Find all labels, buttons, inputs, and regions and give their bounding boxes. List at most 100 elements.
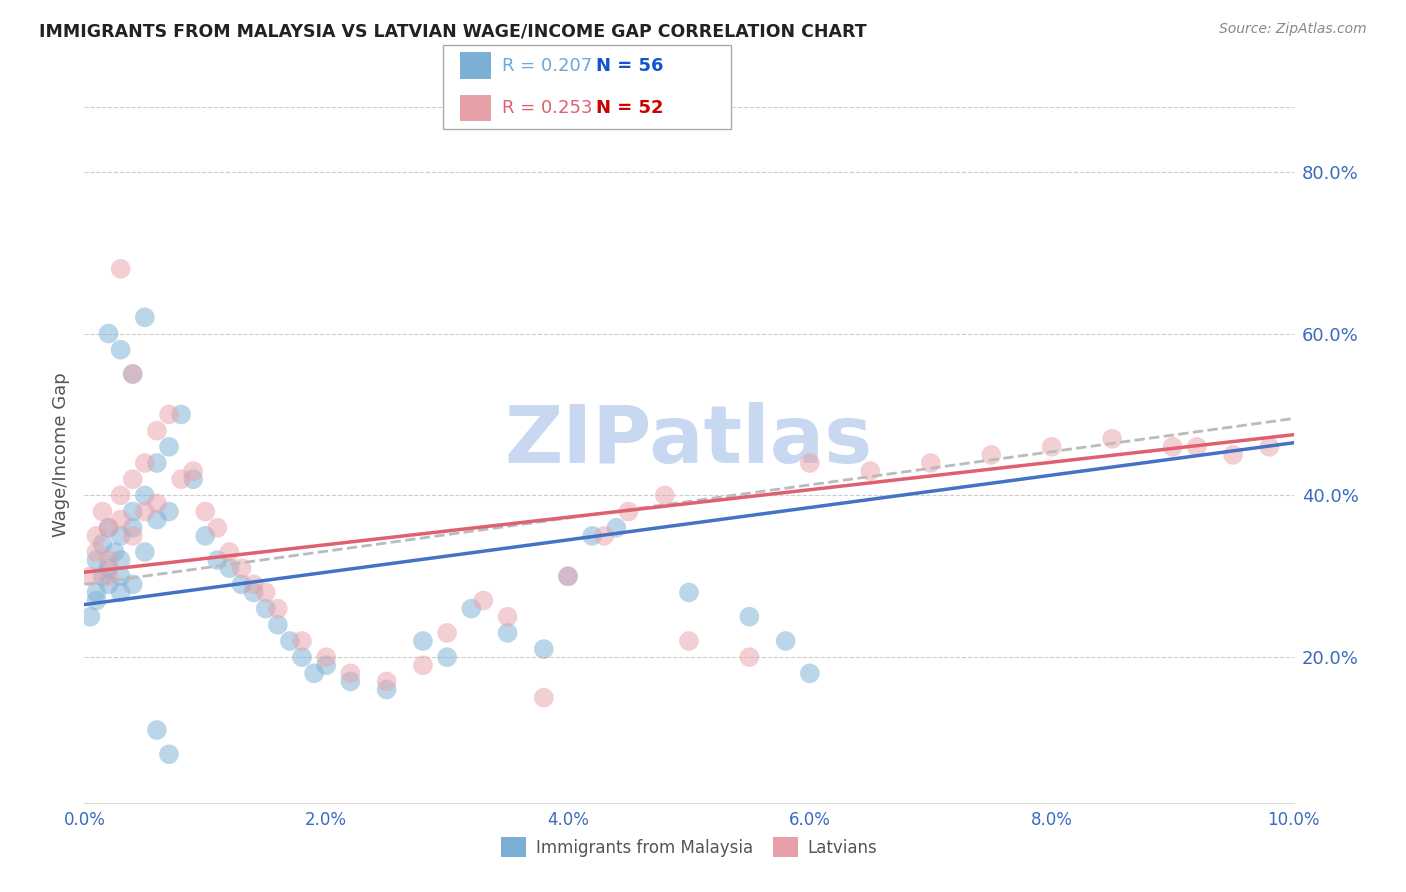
Point xyxy=(799,456,821,470)
Point xyxy=(86,553,108,567)
Point xyxy=(267,601,290,615)
Point xyxy=(436,626,458,640)
Point xyxy=(110,261,132,276)
Text: N = 56: N = 56 xyxy=(596,57,664,75)
Point xyxy=(920,456,942,470)
Point xyxy=(110,488,132,502)
Point xyxy=(242,577,264,591)
Point xyxy=(110,513,132,527)
Point xyxy=(1222,448,1244,462)
Point xyxy=(302,666,325,681)
Point xyxy=(557,569,579,583)
Point xyxy=(218,545,240,559)
Point xyxy=(1101,432,1123,446)
Point xyxy=(799,666,821,681)
Point xyxy=(134,488,156,502)
Point xyxy=(157,747,180,762)
Point xyxy=(79,609,101,624)
Point xyxy=(86,545,108,559)
Text: R = 0.207: R = 0.207 xyxy=(502,57,592,75)
Point xyxy=(91,537,114,551)
Point xyxy=(121,577,143,591)
Point xyxy=(121,367,143,381)
Point xyxy=(254,585,277,599)
Point xyxy=(1040,440,1063,454)
Point xyxy=(97,569,120,583)
Point xyxy=(738,650,761,665)
Point xyxy=(775,634,797,648)
Point xyxy=(207,521,229,535)
Point xyxy=(412,658,434,673)
Point xyxy=(617,504,640,518)
Point xyxy=(157,504,180,518)
Point xyxy=(146,424,169,438)
Point xyxy=(97,521,120,535)
Point xyxy=(472,593,495,607)
Point xyxy=(110,585,132,599)
Point xyxy=(97,326,120,341)
Text: Source: ZipAtlas.com: Source: ZipAtlas.com xyxy=(1219,22,1367,37)
Text: ZIPatlas: ZIPatlas xyxy=(505,402,873,480)
Point xyxy=(278,634,301,648)
Point xyxy=(91,569,114,583)
Legend: Immigrants from Malaysia, Latvians: Immigrants from Malaysia, Latvians xyxy=(494,830,884,864)
Point xyxy=(460,601,482,615)
Point xyxy=(121,472,143,486)
Point xyxy=(121,529,143,543)
Point xyxy=(291,634,314,648)
Point xyxy=(157,440,180,454)
Point xyxy=(146,456,169,470)
Point xyxy=(581,529,603,543)
Point xyxy=(533,642,555,657)
Point xyxy=(146,513,169,527)
Point xyxy=(134,310,156,325)
Point xyxy=(593,529,616,543)
Point xyxy=(134,456,156,470)
Point xyxy=(242,585,264,599)
Point xyxy=(170,408,193,422)
Point xyxy=(97,577,120,591)
Point xyxy=(1185,440,1208,454)
Point xyxy=(146,496,169,510)
Point xyxy=(79,569,101,583)
Point xyxy=(496,609,519,624)
Point xyxy=(86,585,108,599)
Point xyxy=(121,367,143,381)
Point xyxy=(97,521,120,535)
Point xyxy=(436,650,458,665)
Point xyxy=(146,723,169,737)
Point xyxy=(218,561,240,575)
Point xyxy=(678,585,700,599)
Y-axis label: Wage/Income Gap: Wage/Income Gap xyxy=(52,373,70,537)
Point xyxy=(339,666,361,681)
Point xyxy=(533,690,555,705)
Point xyxy=(738,609,761,624)
Point xyxy=(104,545,127,559)
Point xyxy=(110,529,132,543)
Point xyxy=(557,569,579,583)
Point xyxy=(678,634,700,648)
Point xyxy=(339,674,361,689)
Point xyxy=(181,472,204,486)
Point xyxy=(412,634,434,648)
Point xyxy=(134,545,156,559)
Point xyxy=(1161,440,1184,454)
Point xyxy=(86,593,108,607)
Point xyxy=(110,569,132,583)
Point xyxy=(231,577,253,591)
Text: R = 0.253: R = 0.253 xyxy=(502,99,592,117)
Point xyxy=(134,504,156,518)
Point xyxy=(194,529,217,543)
Point xyxy=(605,521,627,535)
Point xyxy=(181,464,204,478)
Text: IMMIGRANTS FROM MALAYSIA VS LATVIAN WAGE/INCOME GAP CORRELATION CHART: IMMIGRANTS FROM MALAYSIA VS LATVIAN WAGE… xyxy=(39,22,868,40)
Point xyxy=(1258,440,1281,454)
Point xyxy=(110,553,132,567)
Point xyxy=(375,682,398,697)
Point xyxy=(231,561,253,575)
Point xyxy=(254,601,277,615)
Text: N = 52: N = 52 xyxy=(596,99,664,117)
Point xyxy=(110,343,132,357)
Point xyxy=(121,521,143,535)
Point xyxy=(375,674,398,689)
